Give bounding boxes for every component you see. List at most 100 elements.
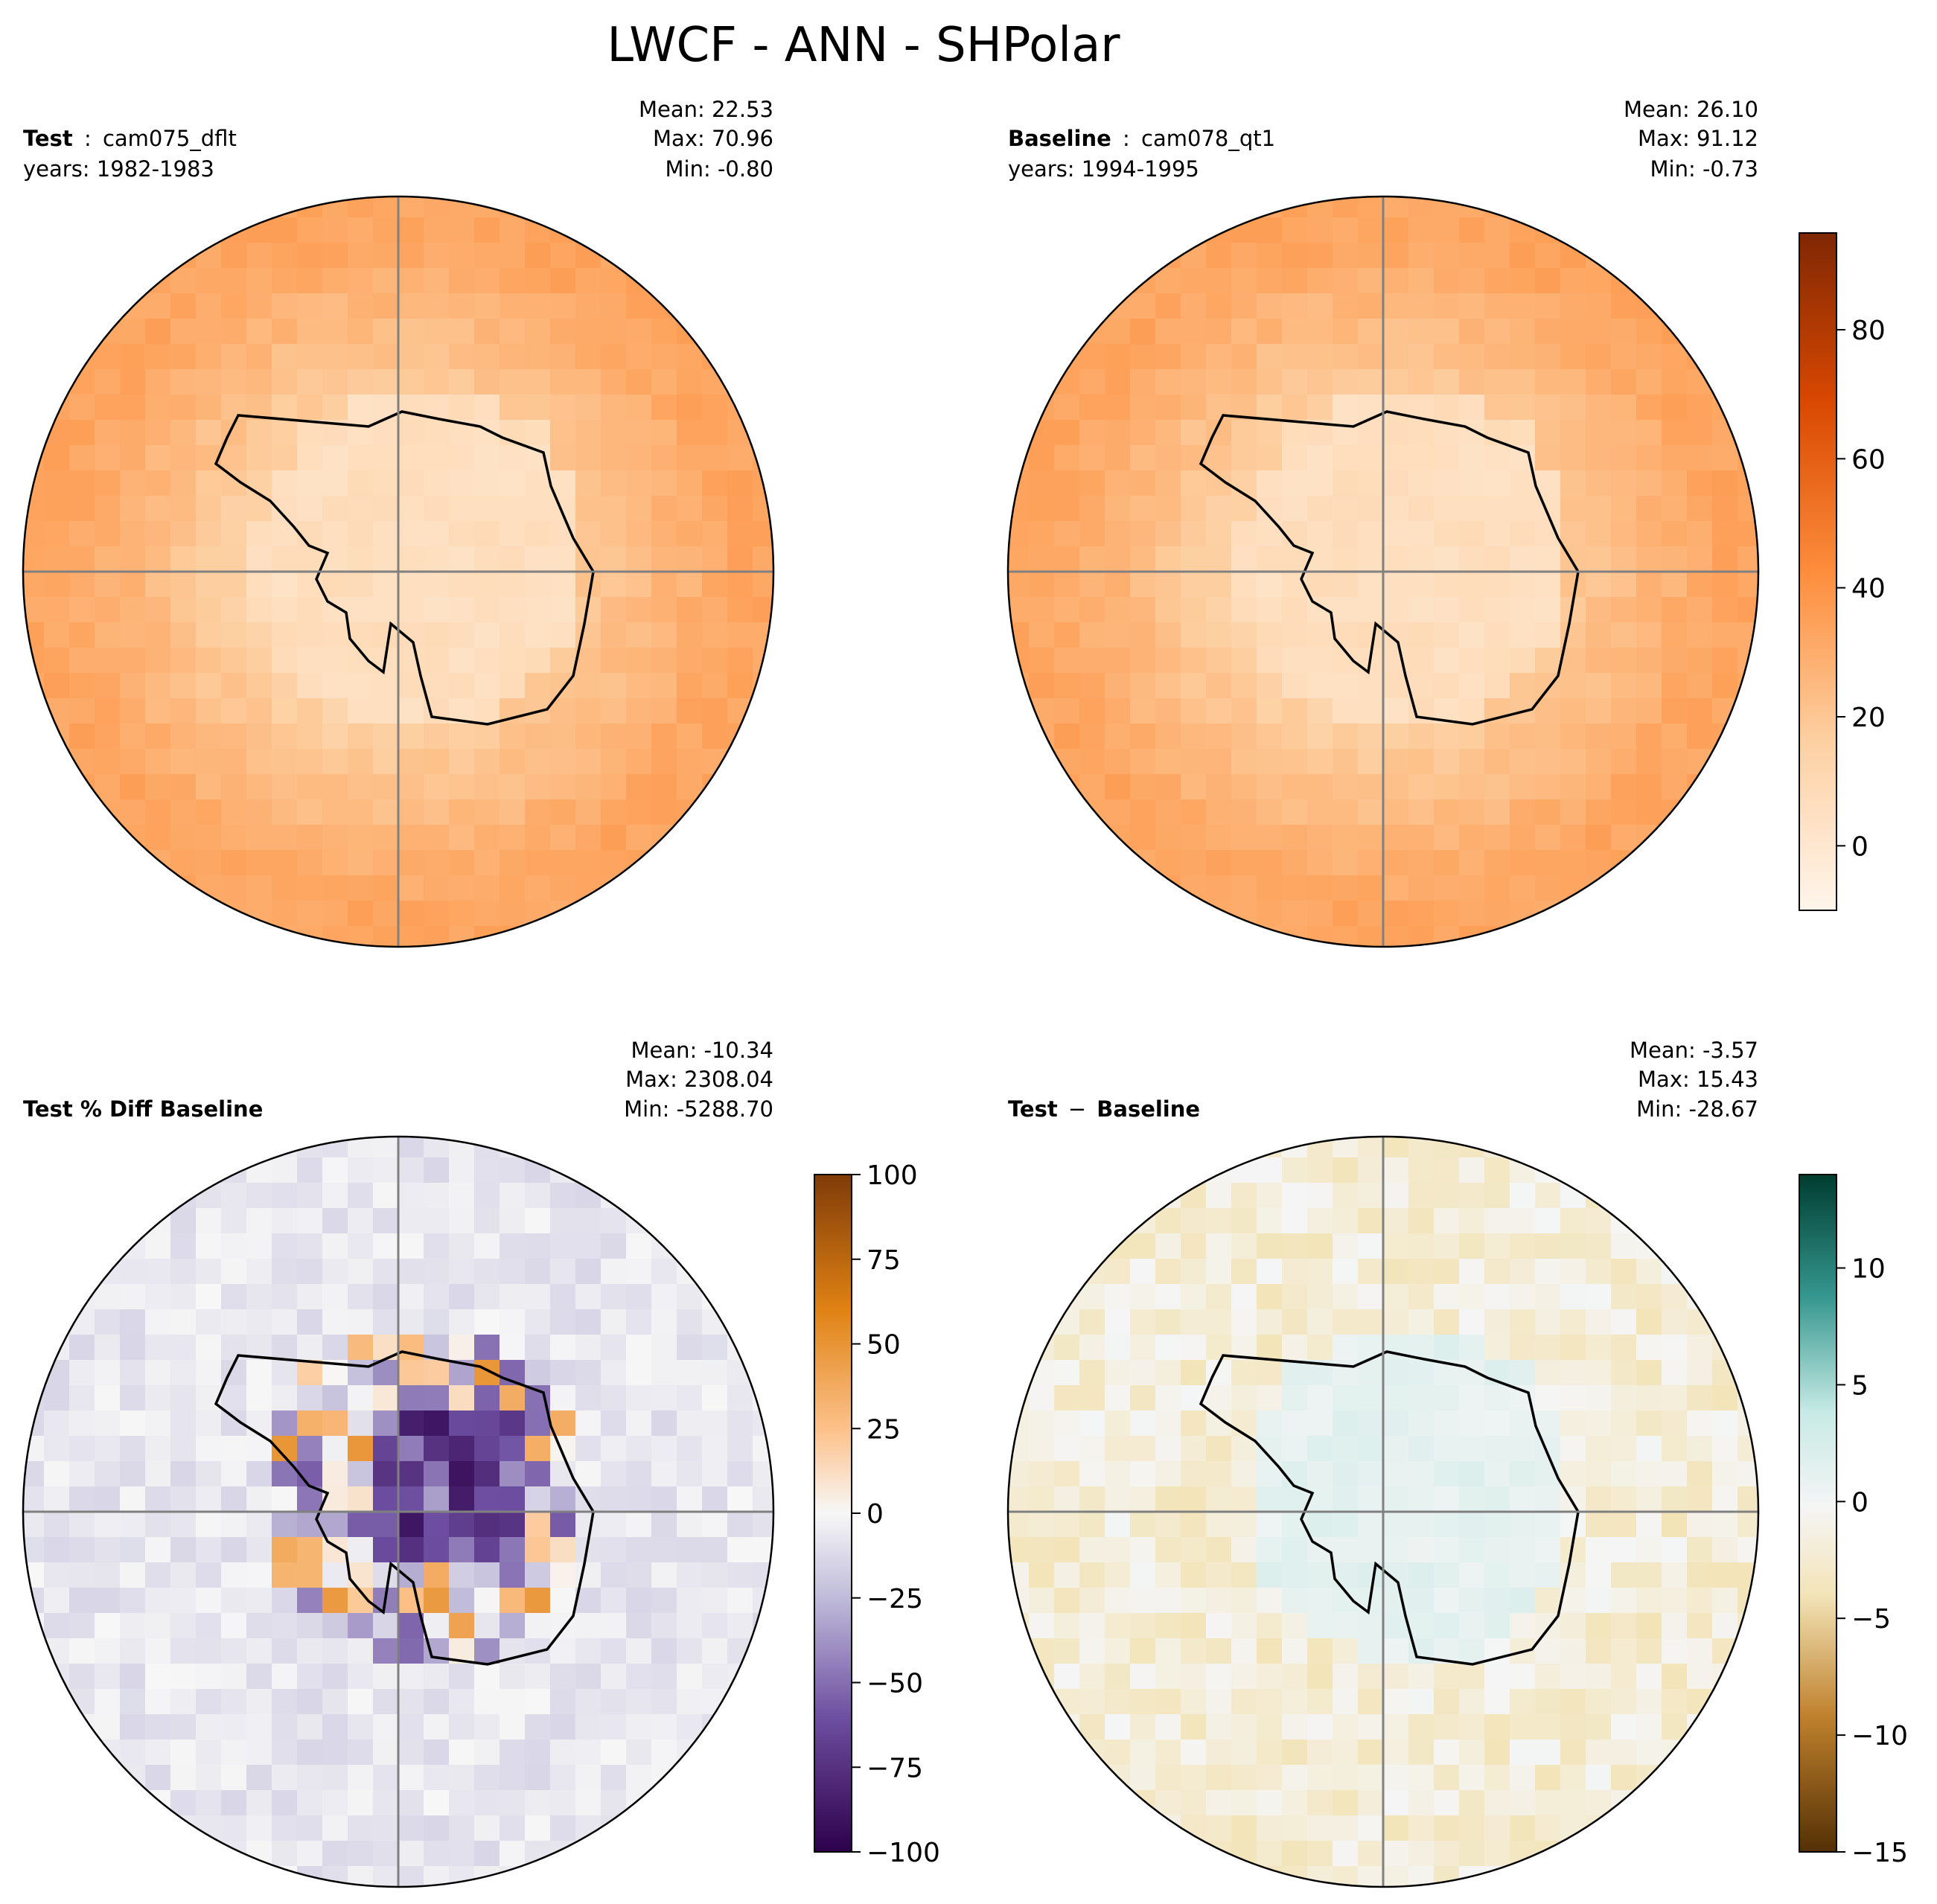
map-cell [1257, 1385, 1283, 1411]
map-cell [1434, 1157, 1460, 1183]
map-cell [1181, 1233, 1207, 1259]
map-cell [272, 1309, 298, 1335]
map-cell [1282, 673, 1308, 699]
map-cell [1434, 197, 1460, 218]
map-cell [601, 698, 627, 724]
map-cell [1054, 1385, 1080, 1411]
map-cell [170, 293, 197, 319]
map-cell [474, 420, 500, 446]
map-cell [1181, 1208, 1207, 1234]
map-cell [1282, 1208, 1308, 1234]
map-cell [1206, 496, 1232, 522]
map-cell [1459, 1335, 1485, 1361]
map-cell [120, 799, 146, 825]
map-cell [170, 1335, 197, 1361]
map-cell [424, 1815, 450, 1841]
map-cell [1282, 622, 1308, 648]
map-cell [1206, 1689, 1232, 1715]
map-cell [1231, 1740, 1257, 1766]
map-cell [550, 1183, 576, 1209]
map-cell [1408, 197, 1435, 218]
map-cell [1282, 749, 1308, 775]
map-cell [575, 673, 601, 699]
map-cell [120, 1208, 146, 1234]
map-cell [1079, 1385, 1105, 1411]
map-cell [398, 799, 424, 825]
map-cell [601, 521, 627, 547]
map-cell [626, 243, 652, 269]
map-cell [1282, 1714, 1308, 1740]
map-cell [449, 394, 475, 421]
panel-baseline-mean: Mean: 26.10 [1624, 97, 1758, 122]
map-cell [1611, 648, 1637, 674]
map-cell [1333, 673, 1359, 699]
map-cell [373, 1360, 399, 1386]
map-cell [373, 1714, 399, 1740]
map-cell [500, 622, 526, 648]
map-cell [1611, 1562, 1637, 1588]
map-cell [373, 825, 399, 851]
map-cell [651, 648, 677, 674]
map-cell [1408, 1512, 1435, 1538]
map-cell [1358, 1208, 1384, 1234]
map-cell [1510, 1233, 1536, 1259]
map-cell [1282, 1183, 1308, 1209]
map-cell [170, 1461, 197, 1487]
map-cell [449, 597, 475, 623]
map-cell [322, 521, 348, 547]
map-cell [601, 1233, 627, 1259]
map-cell [398, 1866, 424, 1887]
map-cell [1662, 1360, 1688, 1386]
map-cell [95, 1664, 121, 1690]
map-cell [272, 597, 298, 623]
map-cell [1358, 698, 1384, 724]
map-cell [449, 217, 475, 243]
map-cell [1155, 597, 1181, 623]
map-cell [120, 319, 146, 345]
map-cell [1105, 394, 1131, 421]
map-cell [145, 268, 171, 294]
panel-diff: Test − Baseline Mean: -3.57 Max: 15.43 M… [1006, 1038, 1760, 1888]
map-cell [1231, 799, 1257, 825]
map-cell [1434, 394, 1460, 421]
map-cell [677, 1233, 703, 1259]
map-cell [727, 1360, 753, 1386]
map-cell [170, 1436, 197, 1462]
map-cell [424, 749, 450, 775]
map-cell [1687, 496, 1713, 522]
map-cell [474, 1461, 500, 1487]
map-cell [1636, 1537, 1662, 1563]
map-cell [449, 901, 475, 927]
map-cell [1231, 1790, 1257, 1816]
map-cell [1282, 394, 1308, 421]
map-cell [1434, 1841, 1460, 1867]
map-cell [297, 749, 323, 775]
map-cell [1510, 319, 1536, 345]
map-cell [753, 546, 773, 572]
map-cell [424, 1588, 450, 1614]
map-cell [348, 1714, 374, 1740]
map-cell [702, 1689, 728, 1715]
map-cell [1206, 344, 1232, 370]
map-cell [348, 901, 374, 927]
map-cell [297, 1537, 323, 1563]
map-cell [1662, 673, 1688, 699]
map-cell [1333, 1360, 1359, 1386]
map-cell [246, 197, 272, 218]
map-cell [1155, 572, 1181, 598]
map-cell [1611, 268, 1637, 294]
map-cell [170, 1309, 197, 1335]
map-cell [1510, 774, 1536, 800]
map-cell [322, 1790, 348, 1816]
map-cell [196, 648, 222, 674]
map-cell [1383, 1689, 1409, 1715]
map-cell [1282, 1360, 1308, 1386]
map-cell [95, 1335, 121, 1361]
map-cell [1611, 1183, 1637, 1209]
map-cell [1358, 1411, 1384, 1437]
map-cell [373, 850, 399, 876]
map-cell [297, 1360, 323, 1386]
map-cell [1484, 344, 1510, 370]
map-cell [1383, 1562, 1409, 1588]
map-cell [1105, 1385, 1131, 1411]
